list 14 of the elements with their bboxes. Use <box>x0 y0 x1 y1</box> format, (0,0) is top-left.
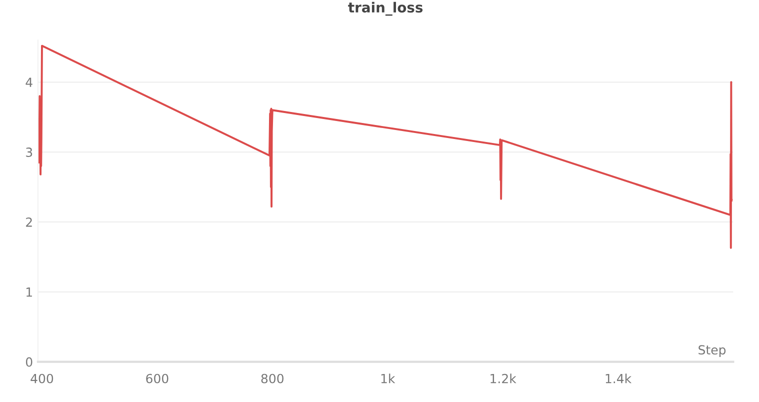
y-tick-label: 2 <box>26 217 32 227</box>
y-tick-label: 1 <box>26 288 32 297</box>
line-series <box>38 44 733 249</box>
chart-title: train_loss <box>348 2 423 16</box>
y-tick-label: 4 <box>26 78 32 87</box>
x-axis-title: Step <box>698 345 726 357</box>
x-tick-label: 800 <box>261 374 284 384</box>
y-tick-label: 0 <box>26 357 32 367</box>
x-tick-label: 1k <box>381 374 396 384</box>
x-tick-label: 1.4k <box>606 374 632 384</box>
y-tick-label: 3 <box>26 148 32 157</box>
x-tick-label: 1.2k <box>490 374 516 384</box>
x-tick-label: 400 <box>30 374 54 384</box>
x-tick-label: 600 <box>146 374 168 384</box>
